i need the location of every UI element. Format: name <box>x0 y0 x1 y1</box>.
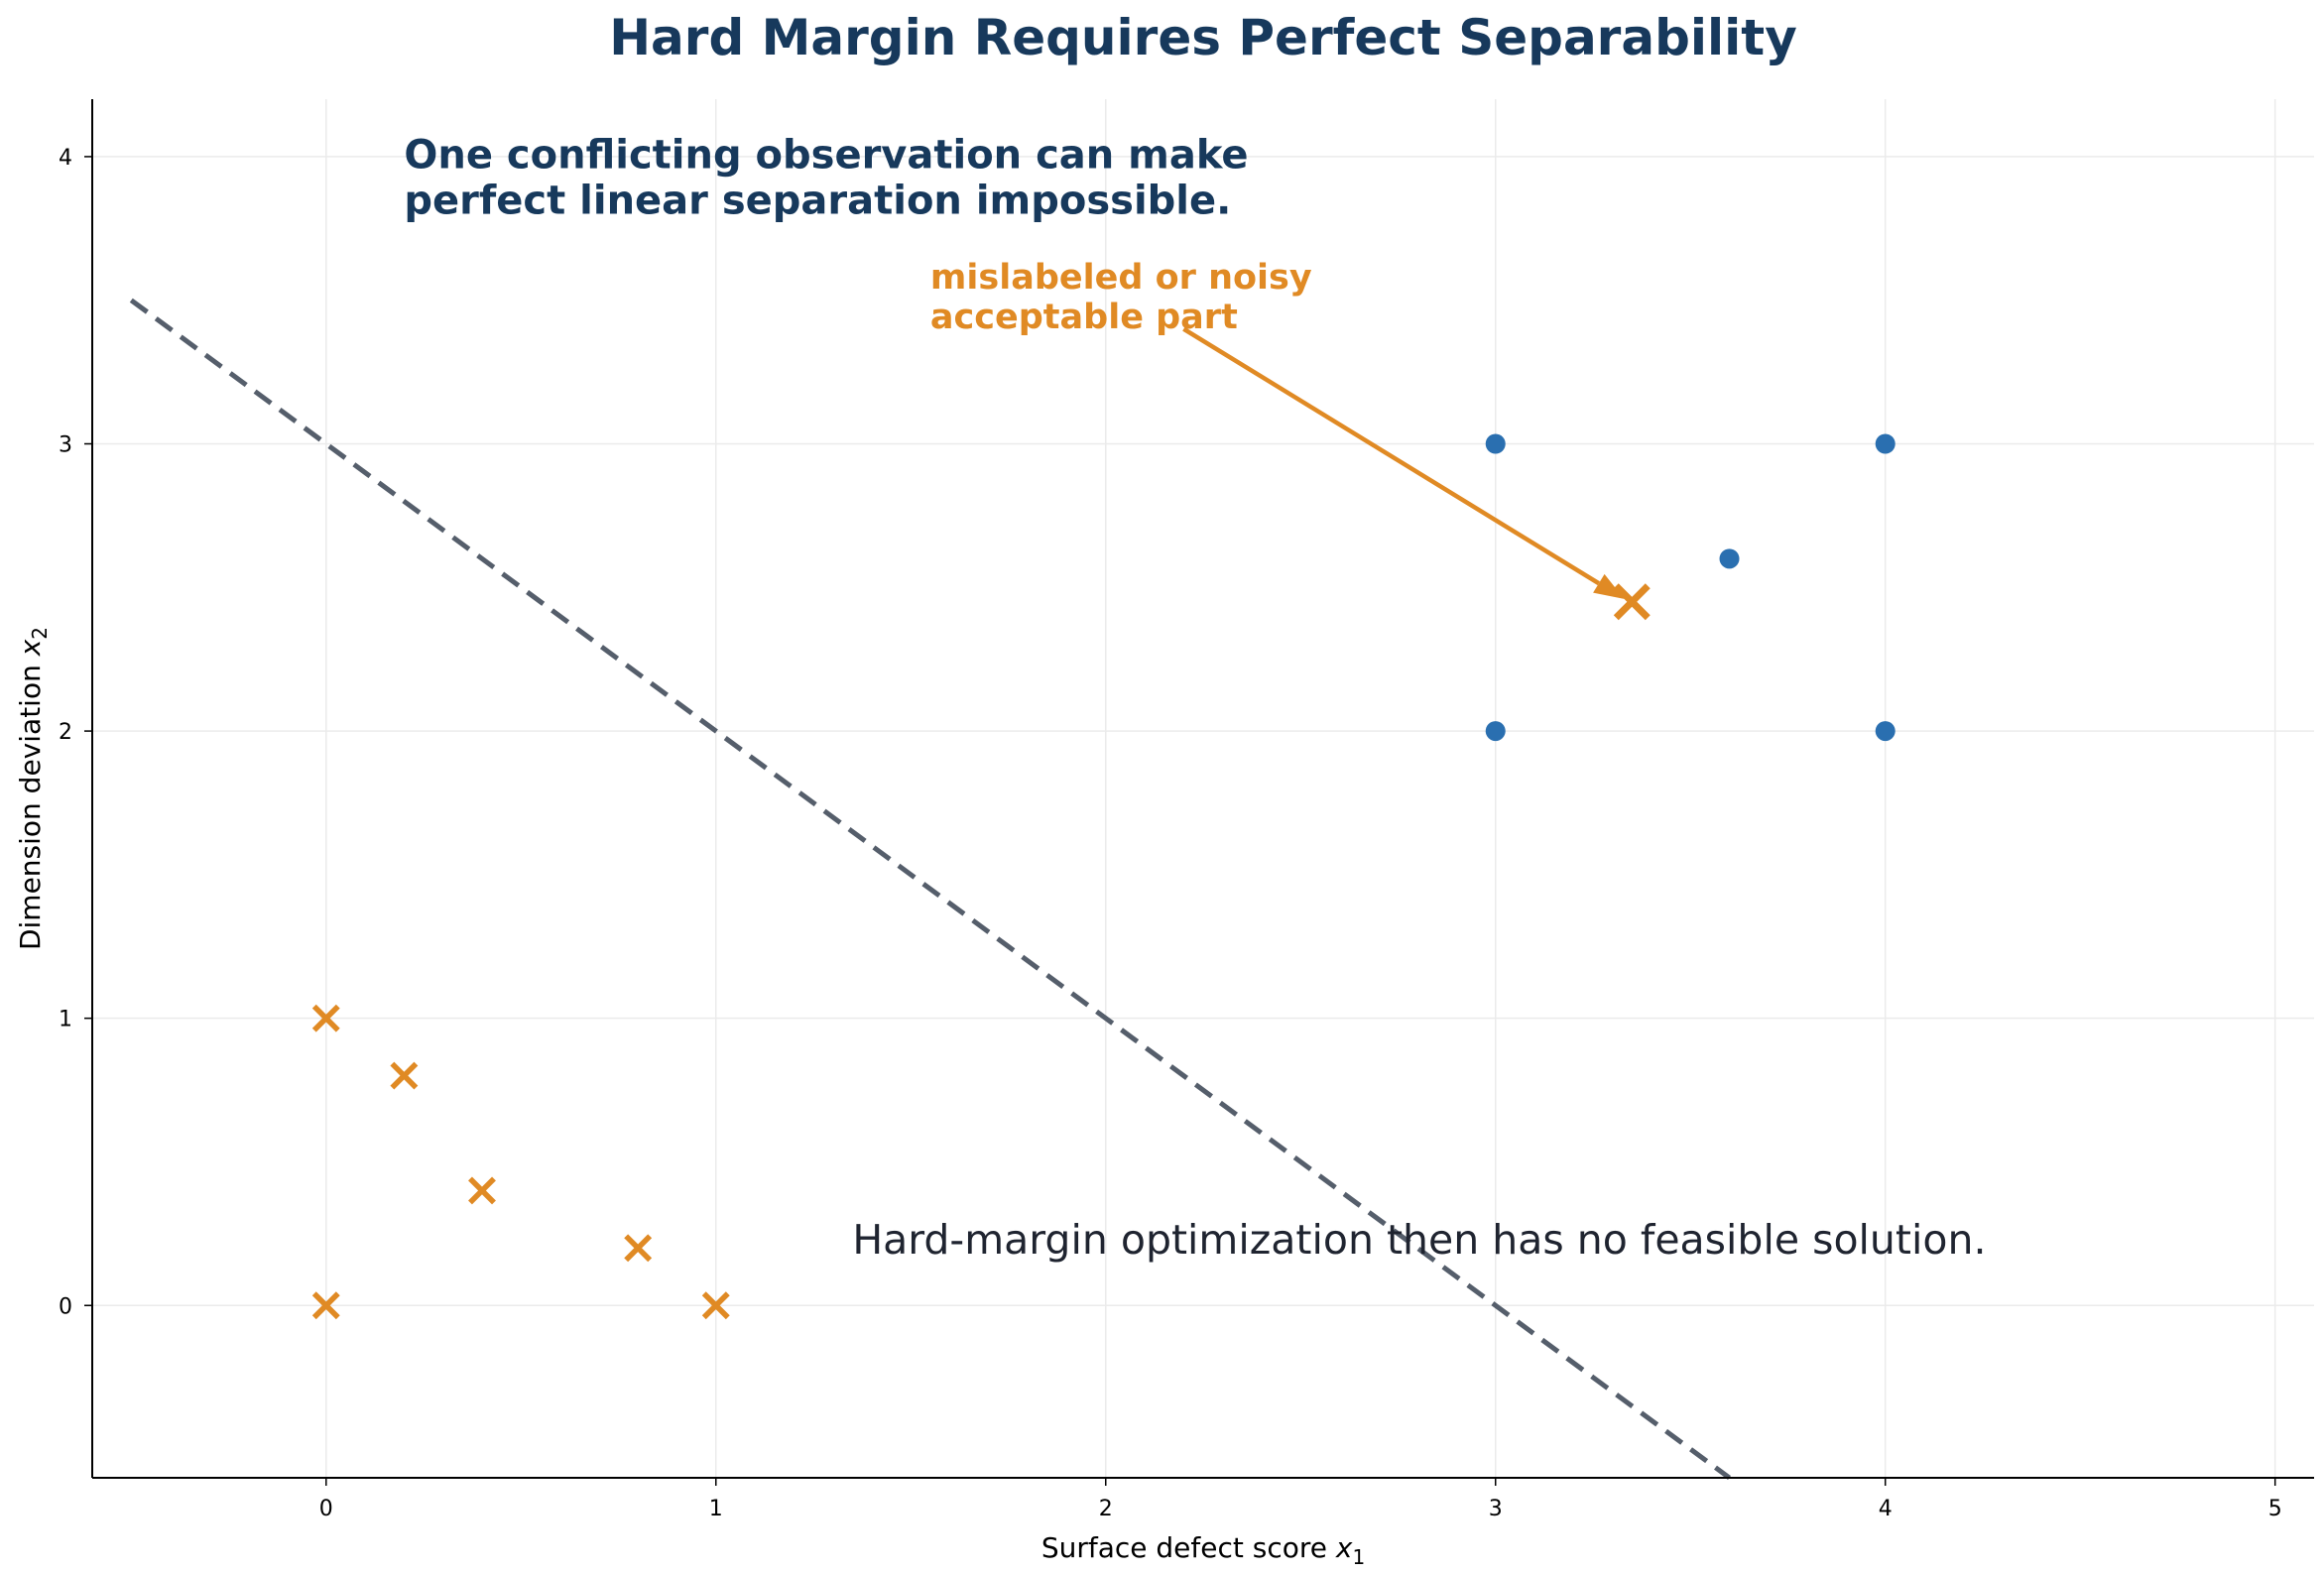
x-tick-label: 3 <box>1489 1497 1503 1521</box>
headline-text: perfect linear separation impossible. <box>404 179 1231 224</box>
x-tick-label: 0 <box>319 1497 333 1521</box>
y-tick-label: 1 <box>59 1008 72 1032</box>
x-axis-label: Surface defect score x1 <box>1041 1531 1365 1569</box>
circle-point <box>1875 433 1896 454</box>
noisy-x-point <box>1613 583 1651 621</box>
axes <box>84 99 2314 1486</box>
headline-text: One conflicting observation can make <box>404 133 1248 179</box>
x-point <box>468 1176 496 1205</box>
circle-point <box>1485 721 1506 742</box>
x-point <box>701 1291 730 1320</box>
grid-lines <box>92 99 2314 1478</box>
x-tick-label: 1 <box>709 1497 723 1521</box>
data-points <box>311 433 1896 1320</box>
arrow-head <box>1593 573 1625 599</box>
x-point <box>390 1061 419 1090</box>
annotations: One conflicting observation can makeperf… <box>404 133 1986 1265</box>
footnote-text: Hard-margin optimization then has no fea… <box>852 1216 1986 1264</box>
x-tick-label: 4 <box>1879 1497 1893 1521</box>
y-tick-label: 0 <box>59 1294 72 1319</box>
x-point <box>311 1291 340 1320</box>
tick-labels: 0 1 2 3 4 5 0 1 2 3 4 <box>59 146 2282 1521</box>
circle-point <box>1719 548 1740 569</box>
arrow-label-text: mislabeled or noisy <box>930 258 1312 298</box>
circle-point <box>1875 721 1896 742</box>
decision-boundary-line <box>129 298 1732 1481</box>
chart-title: Hard Margin Requires Perfect Separabilit… <box>609 9 1797 66</box>
y-tick-label: 4 <box>59 146 72 171</box>
y-tick-label: 2 <box>59 720 72 745</box>
x-tick-label: 2 <box>1099 1497 1113 1521</box>
y-axis-label: Dimension deviation x2 <box>14 627 52 950</box>
x-point <box>624 1234 653 1263</box>
arrow-shaft <box>1182 326 1601 586</box>
x-point <box>311 1004 340 1032</box>
circle-point <box>1485 433 1506 454</box>
x-tick-label: 5 <box>2268 1497 2282 1521</box>
y-tick-label: 3 <box>59 433 72 458</box>
